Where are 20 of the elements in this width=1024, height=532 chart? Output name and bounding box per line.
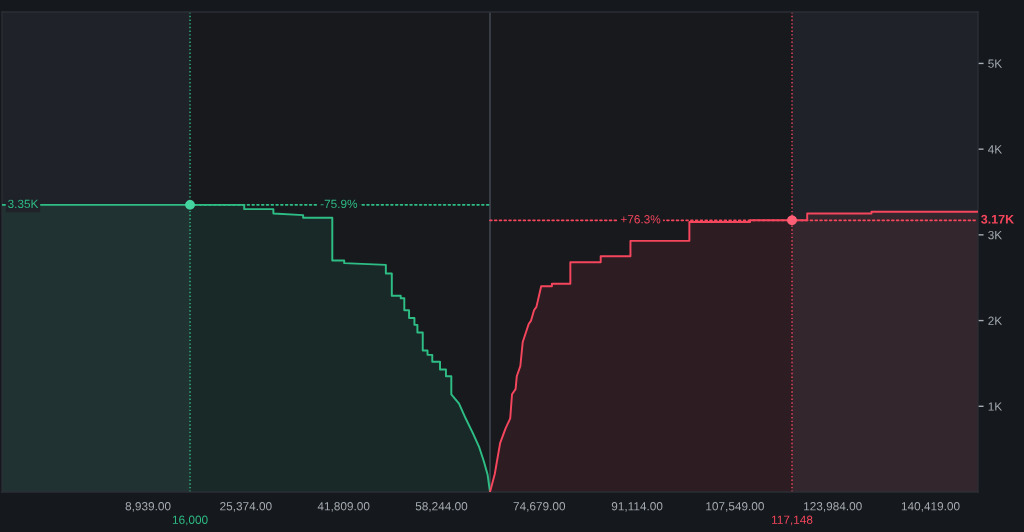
y-tick-label: 3K <box>988 230 1003 240</box>
x-tick-label: 74,679.00 <box>513 502 566 512</box>
y-tick-label: 4K <box>987 145 1003 154</box>
y-tick-label: 1K <box>988 402 1003 411</box>
y-tick-label: 2K <box>988 316 1003 325</box>
y-tick-label: 5K <box>988 59 1003 68</box>
x-tick-label: 8,939.00 <box>125 502 171 512</box>
x-tick-label: 41,809.00 <box>317 502 370 512</box>
x-tick-label: 140,419.00 <box>901 502 960 512</box>
x-tick-label: 123,984.00 <box>804 502 862 512</box>
annotation: 3.17K <box>981 214 1015 224</box>
x-tick-label: 91,114.00 <box>611 502 663 512</box>
ref-line-label: 16,000 <box>172 515 208 526</box>
x-tick-label: 107,549.00 <box>706 502 764 512</box>
annotation: 3.35K <box>8 199 39 209</box>
x-tick-label: 58,244.00 <box>415 502 468 512</box>
annotation: +76.3% <box>620 215 661 224</box>
ref-line-label: 117,148 <box>772 515 813 526</box>
annotation: -75.9% <box>320 199 358 209</box>
x-tick-label: 25,374.00 <box>220 502 272 512</box>
